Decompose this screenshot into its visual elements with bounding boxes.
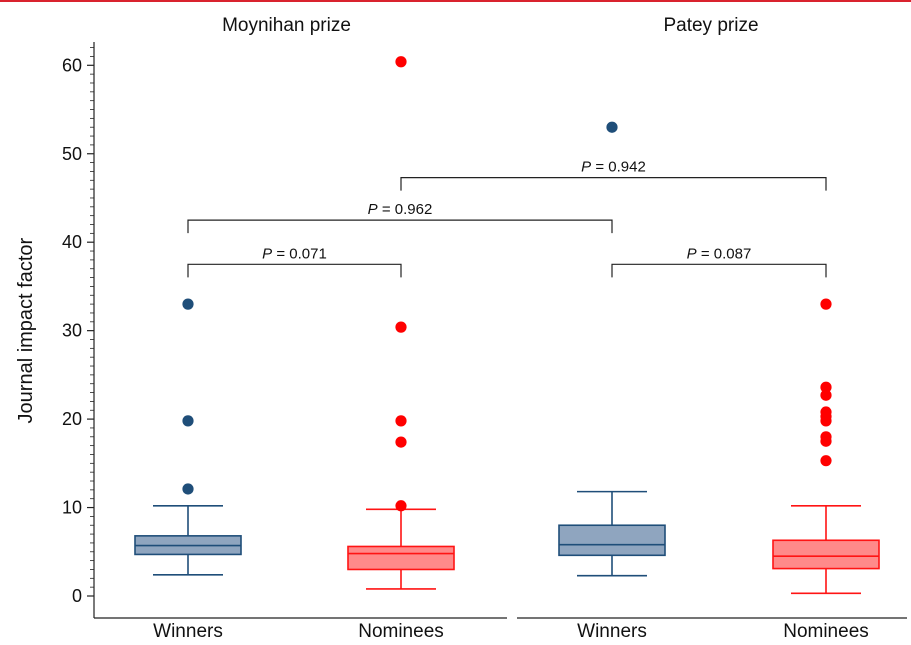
panel-title: Patey prize [663, 15, 758, 36]
p-symbol: P [581, 159, 591, 176]
outlier-point [395, 436, 407, 448]
outlier-point [820, 406, 832, 418]
panel-title: Moynihan prize [222, 15, 351, 36]
y-tick-label: 0 [72, 586, 82, 606]
p-value: = 0.087 [697, 245, 752, 262]
outlier-point [820, 298, 832, 310]
x-category-label: Nominees [783, 621, 869, 642]
outlier-point [182, 415, 194, 427]
p-value: = 0.962 [378, 201, 433, 218]
p-symbol: P [262, 245, 272, 262]
comparison-bracket [187, 219, 613, 234]
top-rule [0, 0, 911, 2]
outlier-point [820, 455, 832, 467]
x-category-label: Winners [153, 621, 223, 642]
outlier-point [182, 298, 194, 310]
y-tick-label: 50 [62, 144, 82, 164]
y-tick-label: 20 [62, 409, 82, 429]
p-value-label: P = 0.942 [581, 159, 646, 176]
comparison-bracket [400, 177, 827, 191]
iqr-box [347, 545, 455, 571]
outlier-point [395, 500, 407, 512]
p-symbol: P [368, 201, 378, 218]
outlier-point [395, 321, 407, 333]
outlier-point [820, 381, 832, 393]
p-value-label: P = 0.962 [368, 201, 433, 218]
outlier-point [395, 415, 407, 427]
y-tick-label: 30 [62, 321, 82, 341]
comparison-bracket [611, 263, 827, 278]
outlier-point [820, 431, 832, 443]
p-value-label: P = 0.087 [687, 245, 752, 262]
outlier-point [820, 389, 832, 401]
p-value-label: P = 0.071 [262, 245, 327, 262]
x-category-label: Nominees [358, 621, 444, 642]
iqr-box [558, 524, 666, 557]
y-tick-label: 10 [62, 498, 82, 518]
y-axis-title: Journal impact factor [15, 237, 37, 423]
p-value: = 0.942 [591, 159, 646, 176]
outlier-point [606, 121, 618, 133]
x-category-label: Winners [577, 621, 647, 642]
y-tick-label: 40 [62, 232, 82, 252]
outlier-point [395, 56, 407, 68]
iqr-box [772, 539, 880, 570]
y-tick-label: 60 [62, 55, 82, 75]
comparison-bracket [187, 263, 402, 278]
p-symbol: P [687, 245, 697, 262]
outlier-point [182, 483, 194, 495]
p-value: = 0.071 [272, 245, 327, 262]
